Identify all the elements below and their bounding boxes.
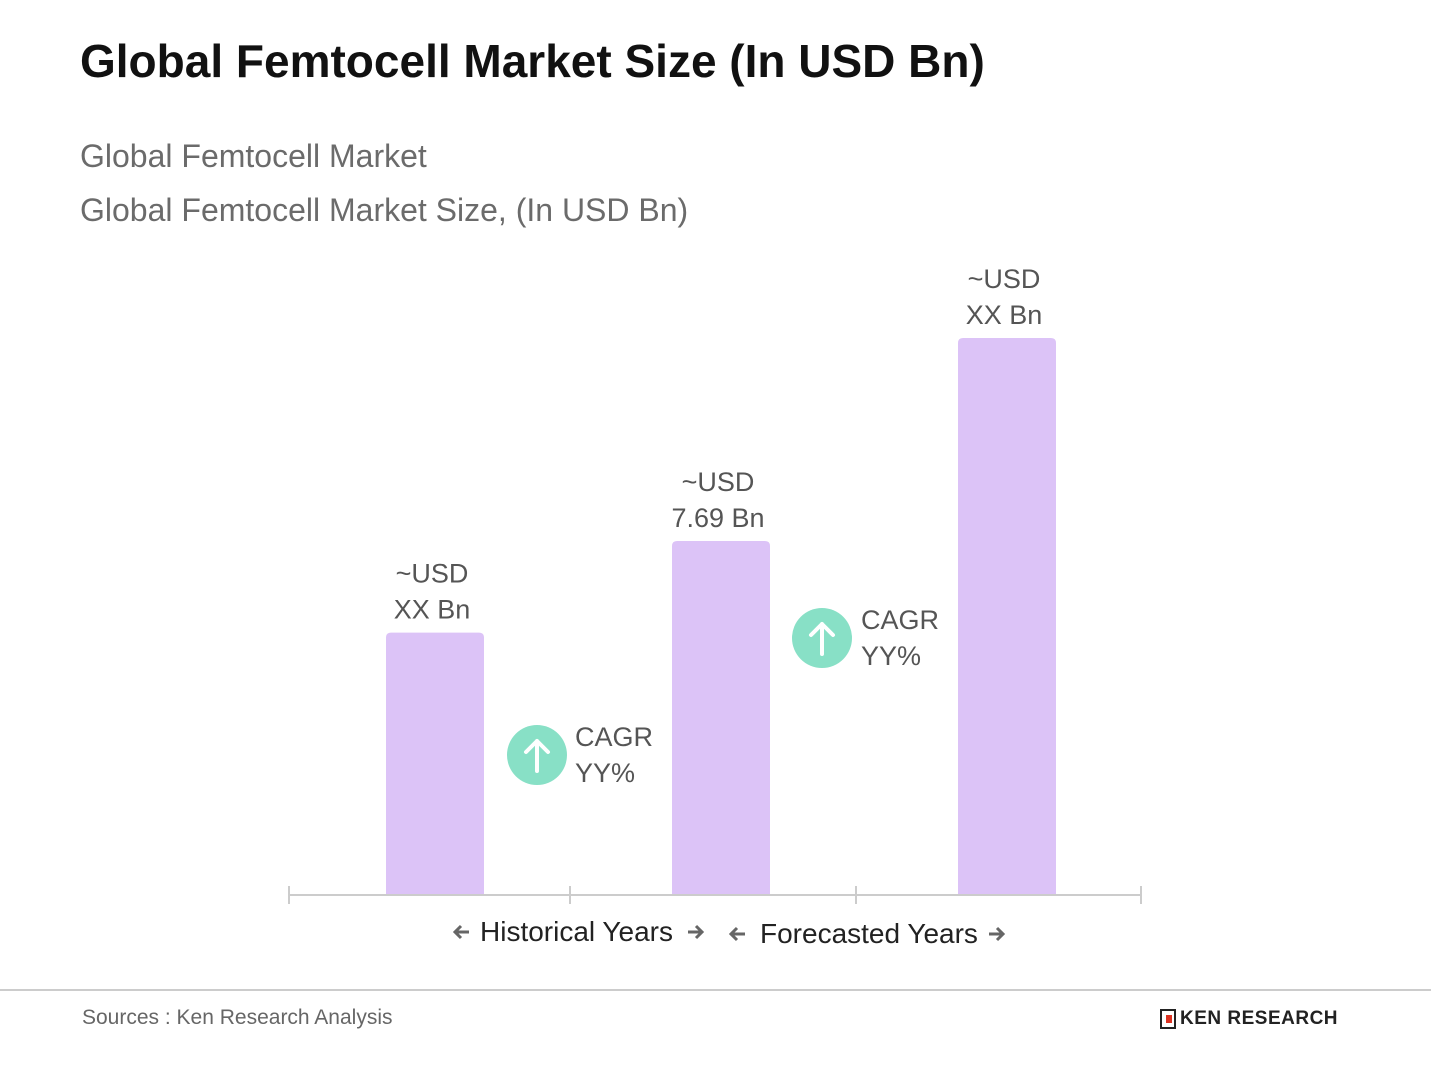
bar xyxy=(672,541,770,895)
ken-research-logo: KEN RESEARCH xyxy=(1160,1008,1338,1030)
arrow-up-icon xyxy=(524,739,550,773)
bar xyxy=(386,632,484,895)
chart-subtitle-units: Global Femtocell Market Size, (In USD Bn… xyxy=(80,192,689,228)
bar-chart: ~USD XX Bn ~USD 7.69 Bn ~USD XX Bn CAGR YY% CAGR… xyxy=(288,264,1142,949)
logo-text: KEN RESEARCH xyxy=(1180,1008,1339,1029)
bar xyxy=(958,337,1056,895)
arrow-right-icon xyxy=(989,926,1006,942)
chart-subtitle: Global Femtocell Market xyxy=(80,138,427,174)
data-label: 7.69 Bn xyxy=(671,503,764,533)
data-label: ~USD xyxy=(682,467,755,497)
cagr-label: CAGR xyxy=(861,605,939,635)
arrow-right-icon xyxy=(688,924,705,940)
arrow-left-icon xyxy=(452,924,469,940)
cagr-label: CAGR xyxy=(575,722,653,752)
cagr-value: YY% xyxy=(861,641,921,671)
cagr-value: YY% xyxy=(575,758,635,788)
arrow-left-icon xyxy=(728,926,745,942)
data-label: XX Bn xyxy=(394,595,471,625)
x-segment-label: Historical Years xyxy=(480,916,673,947)
data-label: ~USD xyxy=(968,264,1041,294)
data-label: ~USD xyxy=(396,559,469,589)
arrow-up-icon xyxy=(809,622,835,656)
logo-icon xyxy=(1160,1009,1176,1029)
source-note: Sources : Ken Research Analysis xyxy=(82,1006,393,1029)
x-segment-label: Forecasted Years xyxy=(760,918,978,949)
footer-divider xyxy=(0,989,1431,991)
data-label: XX Bn xyxy=(966,300,1043,330)
page-title: Global Femtocell Market Size (In USD Bn) xyxy=(80,35,985,87)
